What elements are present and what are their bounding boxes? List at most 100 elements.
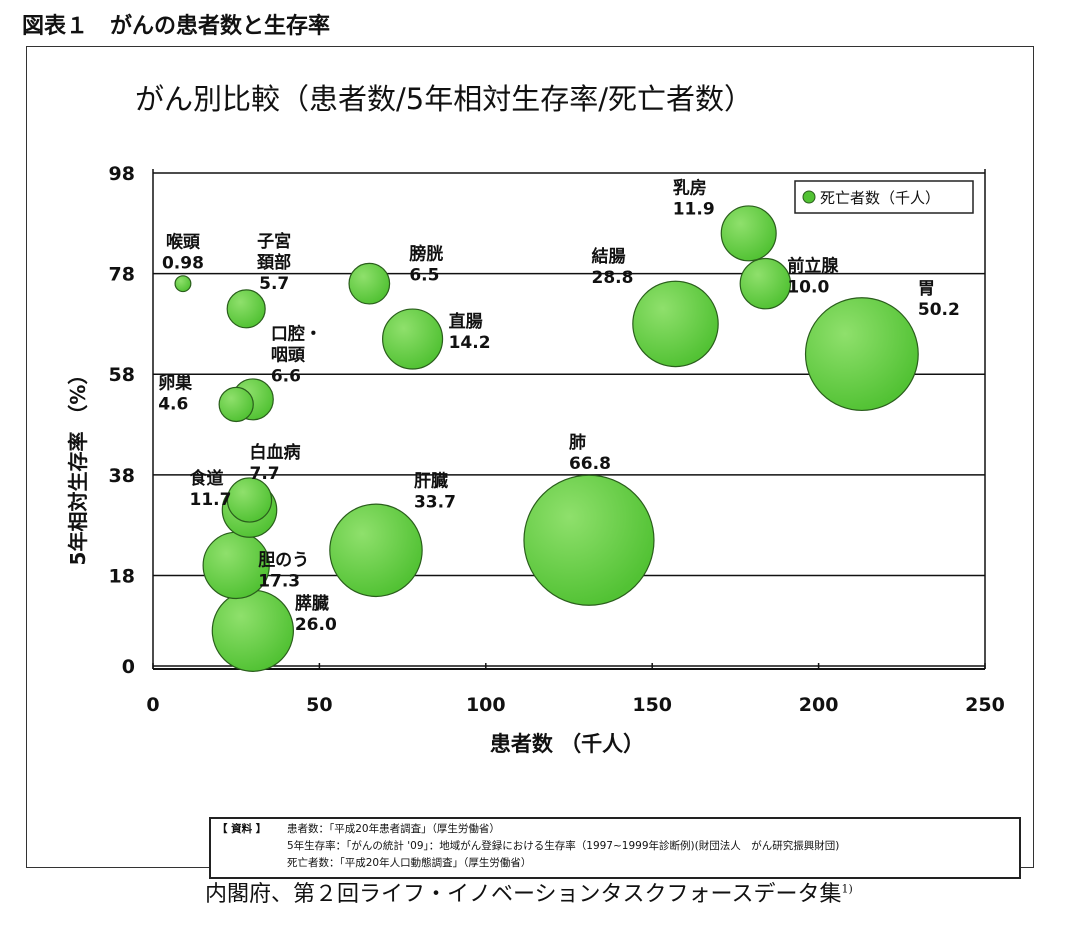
figure-caption: 図表１ がんの患者数と生存率 — [22, 13, 331, 39]
y-tick-label: 98 — [109, 163, 135, 185]
source-line: 5年生存率：「がんの統計 '09」：地域がん登録における生存率（1997~199… — [287, 840, 840, 852]
x-tick-label: 150 — [632, 694, 672, 716]
bubble-value: 26.0 — [295, 615, 337, 635]
bubble — [739, 257, 792, 310]
bubble-label: 卵巣 4.6 — [158, 372, 193, 414]
bubble-value: 6.5 — [409, 266, 439, 286]
bubble-name: 胆のう — [258, 550, 309, 570]
legend-box — [794, 180, 974, 214]
y-tick-label: 0 — [122, 656, 135, 678]
source-row: 5年生存率：「がんの統計 '09」：地域がん登録における生存率（1997~199… — [217, 838, 1013, 855]
source-box: 【 資料 】 患者数：「平成20年患者調査」（厚生労働省） 5年生存率：「がんの統… — [209, 817, 1021, 879]
bubble-value: 33.7 — [414, 492, 456, 512]
bubble-value: 4.6 — [158, 394, 188, 414]
grid-lines — [153, 172, 985, 667]
source-footnote: 内閣府、第２回ライフ・イノベーションタスクフォースデータ集1) — [205, 876, 853, 908]
chart-title: がん別比較（患者数/5年相対生存率/死亡者数） — [135, 82, 753, 116]
bubble — [226, 477, 273, 523]
x-axis-title: 患者数 （千人） — [490, 732, 644, 756]
bubble-name: 肝臓 — [414, 471, 448, 491]
bubble — [382, 308, 444, 370]
bubble-label: 乳房 11.9 — [673, 177, 715, 219]
bubble — [211, 589, 294, 672]
footnote-text: 内閣府、第２回ライフ・イノベーションタスクフォースデータ集 — [205, 882, 842, 907]
bubble-value: 28.8 — [591, 268, 633, 288]
bubble-value: 11.7 — [190, 490, 232, 510]
y-tick-label: 18 — [109, 565, 135, 587]
bubble-name: 子宮 — [257, 231, 291, 252]
bubble-name: 肺 — [569, 433, 586, 453]
bubble-label: 食道 11.7 — [190, 468, 232, 510]
bubble-name: 咽頭 — [271, 345, 306, 365]
x-tick-label: 0 — [146, 694, 159, 716]
source-row: 【 資料 】 患者数：「平成20年患者調査」（厚生労働省） — [217, 821, 1013, 838]
bubble-name: 結腸 — [591, 246, 625, 267]
bubble-name: 直腸 — [449, 311, 483, 332]
source-line: 患者数：「平成20年患者調査」（厚生労働省） — [287, 823, 500, 835]
bubble-name: 白血病 — [250, 442, 301, 463]
bubble-name: 喉頭 — [166, 232, 201, 253]
bubble-label: 口腔・咽頭 6.6 — [271, 323, 322, 386]
bubble — [218, 386, 254, 423]
bubble-value: 10.0 — [787, 278, 829, 298]
bubble-label: 肝臓 33.7 — [414, 471, 456, 512]
chart-frame: がん別比較（患者数/5年相対生存率/死亡者数） 0 18 38 58 78 98 0 50 10… — [26, 46, 1034, 879]
bubbles — [174, 205, 919, 672]
bubble-value: 14.2 — [449, 333, 491, 353]
bubble-label: 子宮頚部 5.7 — [256, 231, 291, 294]
x-tick-label: 250 — [965, 694, 1005, 716]
bubble-label: 肺 66.8 — [569, 433, 611, 474]
legend-label: 死亡者数（千人） — [820, 189, 940, 207]
bubble-label: 結腸 28.8 — [591, 246, 633, 288]
bubble-value: 17.3 — [258, 571, 300, 591]
bubble — [804, 297, 919, 412]
bubble-value: 11.9 — [673, 199, 715, 219]
legend-swatch — [802, 190, 816, 204]
bubble-name: 胃 — [918, 279, 935, 299]
bubble-label: 膀胱 6.5 — [409, 244, 443, 286]
x-tick-label: 50 — [306, 694, 332, 716]
y-tick-label: 78 — [109, 264, 135, 286]
bubble — [523, 474, 655, 606]
legend: 死亡者数（千人） — [794, 180, 974, 214]
bubble-name: 乳房 — [673, 177, 707, 198]
bubble-chart: がん別比較（患者数/5年相対生存率/死亡者数） 0 18 38 58 78 98 0 50 10… — [66, 82, 1005, 756]
footnote-ref: 1) — [841, 882, 853, 896]
bubble — [226, 289, 266, 329]
bubble-label: 胃 50.2 — [918, 279, 960, 320]
bubble-name: 口腔・ — [271, 323, 322, 344]
y-axis-title: 5年相対生存率 （%） — [66, 365, 90, 566]
y-tick-label: 38 — [109, 465, 135, 487]
x-tick-label: 100 — [466, 694, 506, 716]
bubble-label: 白血病 7.7 — [250, 442, 301, 484]
source-line: 死亡者数：「平成20年人口動態調査」（厚生労働省） — [287, 857, 532, 869]
bubble-value: 66.8 — [569, 454, 611, 474]
bubble-name: 食道 — [190, 468, 224, 489]
bubble-label: 直腸 14.2 — [449, 311, 491, 353]
source-label: 【 資料 】 — [217, 823, 267, 835]
bubble — [348, 262, 391, 305]
bubble — [329, 503, 423, 598]
bubble-label: 胆のう 17.3 — [258, 550, 309, 591]
bubble — [174, 275, 192, 293]
source-row: 死亡者数：「平成20年人口動態調査」（厚生労働省） — [217, 855, 1013, 872]
bubble-label: 膵臓 26.0 — [295, 593, 337, 635]
axes: 0 18 38 58 78 98 0 50 100 150 200 250 — [109, 163, 1005, 716]
bubble-value: 50.2 — [918, 300, 960, 320]
x-tick-label: 200 — [799, 694, 839, 716]
bubble — [720, 205, 777, 262]
bubble — [632, 280, 719, 368]
bubble-name: 膀胱 — [409, 244, 443, 265]
y-tick-label: 58 — [109, 364, 135, 386]
bubble-name: 頚部 — [256, 252, 291, 273]
bubble-value: 7.7 — [250, 464, 280, 484]
bubble-name: 前立腺 — [787, 256, 839, 277]
bubble-value: 5.7 — [259, 274, 289, 294]
bubble-label: 喉頭 0.98 — [162, 232, 204, 274]
bubble-name: 膵臓 — [295, 593, 329, 614]
bubble-value: 0.98 — [162, 254, 204, 274]
bubble-name: 卵巣 — [158, 372, 193, 393]
bubble-label: 前立腺 10.0 — [787, 256, 839, 298]
bubble-value: 6.6 — [271, 366, 301, 386]
